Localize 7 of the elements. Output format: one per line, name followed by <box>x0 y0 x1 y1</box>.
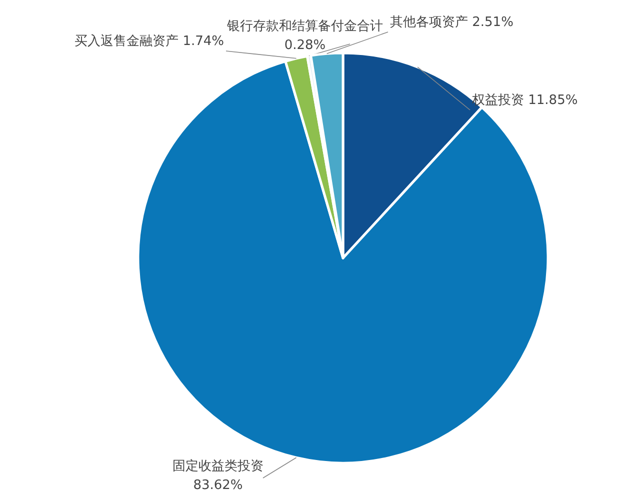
slice-label: 买入返售金融资产 1.74% <box>74 34 224 49</box>
slice-label: 权益投资 11.85% <box>471 93 578 108</box>
data-label: 0.28% <box>284 38 326 53</box>
slice-label: 固定收益类投资 <box>172 459 264 474</box>
slice-label: 其他各项资产 2.51% <box>390 15 514 30</box>
slice-label: 银行存款和结算备付金合计 <box>226 19 383 34</box>
data-label: 83.62% <box>193 478 243 493</box>
